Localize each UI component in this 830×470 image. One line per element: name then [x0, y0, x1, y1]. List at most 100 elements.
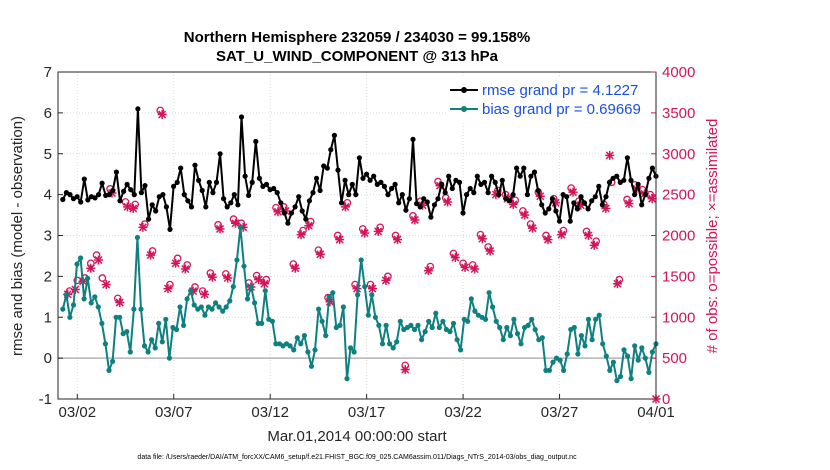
obs-assimilated-marker [360, 228, 370, 238]
bias-point [156, 320, 162, 326]
bias-point [596, 312, 602, 318]
x-axis: 03/02 03/07 03/12 03/17 03/22 03/27 04/01 [59, 394, 675, 421]
rmse-point [231, 192, 237, 198]
obs-assimilated-marker [128, 204, 138, 214]
rmse-point [364, 171, 370, 177]
rmse-point [574, 206, 581, 212]
rmse-point [460, 210, 466, 216]
bias-point [376, 322, 382, 328]
bias-point [465, 318, 471, 324]
bias-point [482, 316, 489, 322]
y-left-tick-label: 3 [44, 228, 52, 245]
rmse-point [528, 173, 534, 179]
bias-point [365, 312, 371, 318]
rmse-point [85, 197, 91, 203]
bias-point [585, 316, 592, 322]
bias-point [85, 275, 91, 281]
rmse-point [138, 190, 144, 196]
rmse-point [135, 106, 141, 112]
bias-point [511, 316, 517, 322]
rmse-point [435, 196, 441, 202]
bias-point [518, 341, 524, 347]
rmse-point [185, 198, 191, 204]
obs-assimilated-marker [180, 264, 190, 274]
bias-point [557, 357, 563, 363]
rmse-point [271, 185, 277, 192]
bias-point [241, 263, 247, 269]
bias-point [110, 358, 116, 364]
rmse-point [381, 183, 387, 189]
bias-point [575, 351, 581, 357]
obs-assimilated-marker [94, 255, 104, 265]
obs-assimilated-marker [410, 215, 420, 225]
bias-point [209, 306, 215, 312]
bias-point [450, 320, 457, 326]
bias-point [621, 347, 627, 353]
bias-point [60, 306, 66, 312]
bias-point [166, 355, 172, 361]
bias-point [124, 329, 130, 335]
rmse-point [592, 194, 598, 200]
y-right-tick-label: 3500 [662, 105, 695, 122]
rmse-point [303, 216, 309, 222]
rmse-point [464, 192, 470, 198]
bias-point [500, 337, 506, 343]
y-left-tick-label: 0 [44, 350, 52, 367]
rmse-point [424, 199, 430, 205]
x-tick-label: 04/01 [637, 404, 675, 421]
y-axis-left: -1 0 1 2 3 4 5 6 7 [39, 64, 63, 408]
rmse-point [389, 185, 395, 192]
x-axis-label: Mar.01,2014 00:00:00 start [267, 428, 447, 445]
bias-point [159, 339, 165, 345]
y-axis-left-label: rmse and bias (model - observation) [9, 116, 26, 356]
x-tick-label: 03/12 [251, 404, 289, 421]
obs-assimilated-marker [647, 194, 657, 204]
rmse-point [174, 179, 180, 185]
rmse-point [406, 196, 412, 202]
rmse-point [113, 169, 119, 175]
bias-point [141, 343, 148, 349]
bias-point [514, 331, 521, 337]
bias-point [106, 367, 112, 373]
rmse-line [61, 107, 657, 231]
rmse-point [331, 132, 337, 138]
rmse-point [356, 155, 362, 161]
rmse-point [246, 192, 252, 198]
y-left-tick-label: 2 [44, 268, 52, 285]
bias-point [394, 339, 400, 345]
bias-point [415, 322, 421, 328]
rmse-point [278, 200, 284, 206]
rmse-point [556, 218, 563, 224]
rmse-point [649, 165, 656, 171]
bias-point [525, 322, 531, 328]
rmse-point [624, 155, 631, 161]
series-lines [60, 106, 659, 384]
rmse-point [131, 192, 137, 198]
bias-point [181, 322, 187, 328]
obs-assimilated-marker [400, 365, 410, 375]
rmse-point [296, 194, 302, 200]
obs-assimilated-marker [207, 272, 217, 282]
rmse-point [492, 179, 498, 185]
y-left-tick-label: 4 [44, 187, 52, 204]
y-left-tick-label: 1 [44, 309, 52, 326]
rmse-point [467, 185, 473, 192]
bias-point [184, 296, 190, 302]
bias-point [440, 318, 446, 324]
y-left-tick-label: -1 [39, 391, 52, 408]
rmse-point [539, 202, 545, 208]
bias-point [649, 349, 656, 355]
rmse-point [281, 210, 287, 216]
bias-point [429, 324, 435, 331]
rmse-point [531, 169, 538, 175]
obs-assimilated-marker [335, 235, 345, 245]
x-tick-label: 03/17 [348, 404, 386, 421]
rmse-point [167, 226, 173, 232]
rmse-point [106, 192, 112, 198]
bias-point [397, 318, 403, 324]
rmse-point [299, 208, 305, 214]
obs-assimilated-marker [373, 226, 383, 236]
rmse-point [417, 204, 423, 210]
bias-point [337, 322, 343, 328]
